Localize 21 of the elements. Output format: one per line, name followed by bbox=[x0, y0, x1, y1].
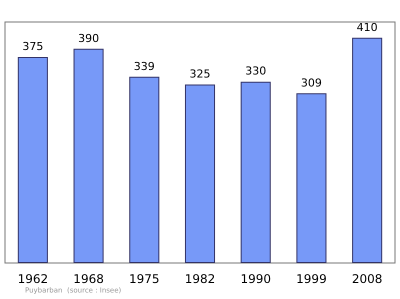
x-tick-label: 1975 bbox=[129, 272, 160, 286]
data-label: 390 bbox=[78, 32, 100, 45]
bar bbox=[240, 82, 271, 263]
data-label: 330 bbox=[245, 64, 266, 78]
data-label: 325 bbox=[190, 67, 210, 80]
bar bbox=[296, 93, 326, 263]
data-label: 410 bbox=[356, 20, 378, 34]
x-tick-label: 1962 bbox=[18, 272, 48, 286]
data-label: 375 bbox=[22, 40, 44, 53]
x-tick-label: 1968 bbox=[73, 272, 104, 286]
bar bbox=[74, 48, 104, 263]
x-tick-label: 1990 bbox=[240, 272, 271, 286]
bar bbox=[184, 84, 216, 263]
bar bbox=[18, 56, 48, 263]
bar bbox=[129, 76, 160, 263]
bar bbox=[352, 38, 382, 263]
x-tick-label: 2008 bbox=[352, 272, 382, 286]
x-tick-label: 1982 bbox=[184, 272, 216, 286]
data-label: 339 bbox=[134, 60, 155, 73]
x-tick-label: 1999 bbox=[296, 272, 327, 286]
data-label: 309 bbox=[300, 76, 322, 90]
